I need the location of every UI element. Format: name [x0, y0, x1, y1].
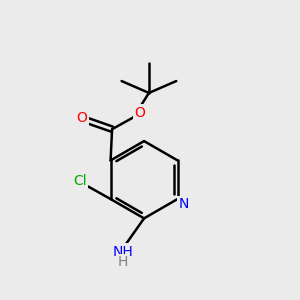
Text: NH: NH — [112, 245, 133, 259]
Text: N: N — [179, 197, 189, 212]
Text: Cl: Cl — [73, 174, 87, 188]
Text: O: O — [135, 106, 146, 120]
Text: H: H — [118, 255, 128, 269]
Text: O: O — [76, 111, 87, 125]
